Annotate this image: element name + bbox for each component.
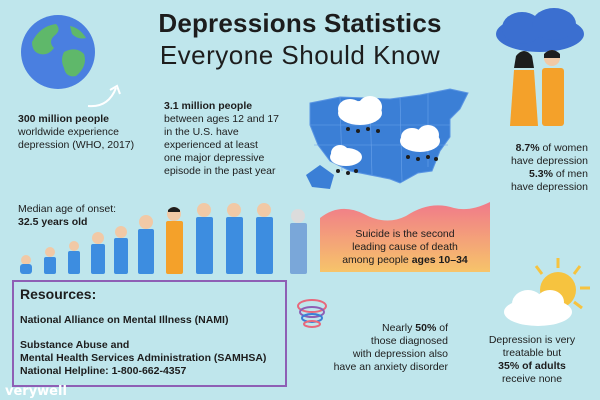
stat-anxiety-suffix: of — [436, 322, 448, 334]
stat-youth-line4: one major depressive — [164, 152, 265, 164]
stat-women-value: 8.7% — [515, 142, 540, 154]
stat-treatable-text: Depression is very treatable but 35% of … — [470, 334, 594, 386]
stat-women-text: of women — [539, 142, 588, 154]
stat-treatable-line4: receive none — [501, 373, 563, 385]
stat-anxiety-line3: with depression also — [352, 348, 448, 360]
curved-arrow-icon — [87, 84, 121, 108]
resources-org2-line1: Substance Abuse and — [20, 339, 130, 351]
stat-men-value: 5.3% — [529, 168, 553, 180]
people-under-cloud-illustration — [496, 8, 584, 126]
stat-world-text: 300 million people worldwide experience … — [18, 113, 158, 152]
resources-heading: Resources: — [20, 286, 97, 302]
resources-org1-text: National Alliance on Mental Illness (NAM… — [20, 314, 229, 326]
resources-org1[interactable]: National Alliance on Mental Illness (NAM… — [20, 314, 284, 327]
stat-anxiety-line4: have an anxiety disorder — [333, 361, 448, 373]
stat-men-text: of men — [552, 168, 588, 180]
rain-cloud-icon — [400, 125, 440, 161]
globe-icon — [21, 15, 95, 89]
suicide-stat-background — [320, 202, 490, 272]
stat-treatable-line2: treatable but — [502, 347, 562, 359]
stat-youth-line3: experienced at least — [164, 139, 258, 151]
stat-youth-line2: in the U.S. have — [164, 126, 239, 138]
rain-cloud-icon — [338, 96, 382, 133]
stat-anxiety-prefix: Nearly — [382, 322, 416, 334]
stat-women-line2: have depression — [510, 155, 588, 167]
stat-gender-text: 8.7% of women have depression 5.3% of me… — [476, 142, 588, 194]
stat-world-line1: worldwide experience — [18, 126, 119, 138]
stat-anxiety-line2: those diagnosed — [370, 335, 448, 347]
resources-helpline: National Helpline: 1-800-662-4357 — [20, 365, 187, 377]
stat-youth-text: 3.1 million people between ages 12 and 1… — [164, 100, 314, 178]
resources-org2[interactable]: Substance Abuse and Mental Health Servic… — [20, 339, 284, 378]
stat-onset-text: Median age of onset: 32.5 years old — [18, 203, 168, 229]
stat-suicide-line3-prefix: among people — [342, 254, 412, 266]
stat-onset-line1: Median age of onset: — [18, 203, 117, 215]
resources-box — [12, 280, 287, 387]
stat-anxiety-bold: 50% — [415, 322, 437, 334]
stat-treatable-line3: 35% of adults — [498, 360, 566, 372]
stat-suicide-line2: leading cause of death — [352, 241, 458, 253]
stat-youth-bold: 3.1 million people — [164, 100, 253, 112]
stat-treatable-line1: Depression is very — [488, 334, 576, 346]
us-map-illustration — [306, 88, 469, 189]
stat-youth-line1: between ages 12 and 17 — [164, 113, 280, 125]
stat-world-line2: depression (WHO, 2017) — [18, 139, 135, 151]
stat-suicide-line1: Suicide is the second — [355, 228, 455, 240]
stat-suicide-text: Suicide is the second leading cause of d… — [324, 228, 486, 267]
stat-onset-line2: 32.5 years old — [18, 216, 88, 228]
verywell-logo[interactable]: verywell — [5, 384, 67, 399]
growing-people-illustration — [20, 203, 307, 274]
sun-cloud-icon — [504, 258, 590, 326]
stat-youth-line5: episode in the past year — [164, 165, 276, 177]
rain-cloud-icon — [330, 145, 362, 175]
stat-anxiety-text: Nearly 50% of those diagnosed with depre… — [298, 322, 448, 374]
stat-men-line2: have depression — [510, 181, 588, 193]
stat-world-bold: 300 million people — [18, 113, 110, 125]
resources-org2-line2: Mental Health Services Administration (S… — [20, 352, 267, 364]
stat-suicide-line3-bold: ages 10–34 — [411, 254, 468, 266]
title-line-1: Depressions Statistics — [158, 8, 442, 38]
title-line-2: Everyone Should Know — [159, 40, 441, 70]
spiral-icon — [297, 299, 327, 328]
